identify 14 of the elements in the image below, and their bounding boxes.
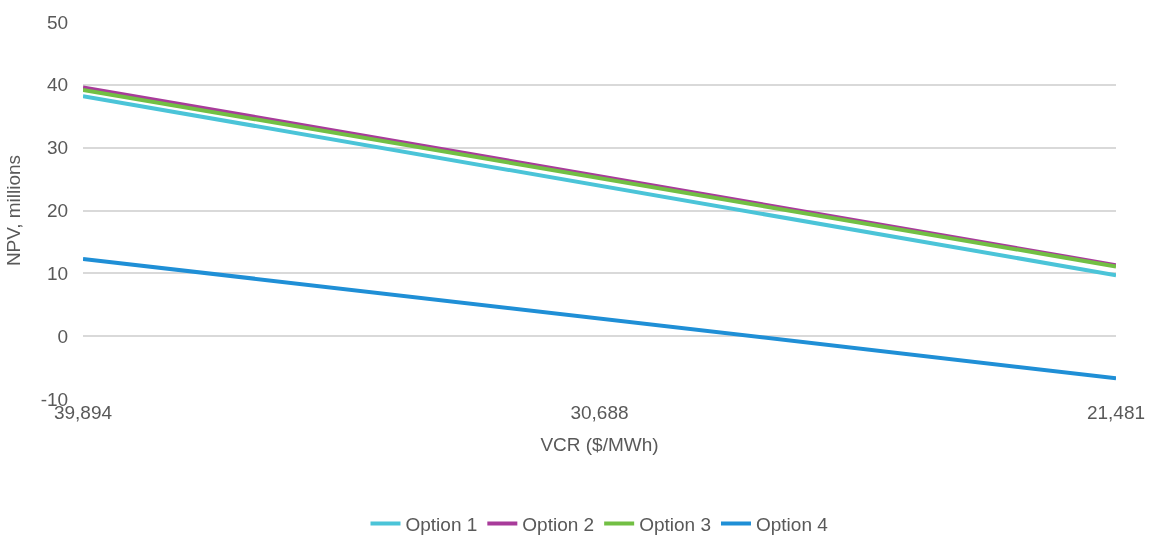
x-tick-label: 21,481 bbox=[1086, 402, 1146, 423]
x-tick-label: 30,688 bbox=[570, 402, 629, 423]
y-tick-label: 0 bbox=[57, 325, 69, 347]
y-axis-title: NPV, millions bbox=[2, 154, 24, 267]
y-tick-label: 30 bbox=[47, 137, 69, 159]
legend-label: Option 4 bbox=[755, 513, 829, 535]
legend-label: Option 3 bbox=[639, 513, 711, 535]
y-tick-label: 40 bbox=[47, 74, 69, 96]
y-tick-label: 20 bbox=[47, 200, 69, 222]
legend-label: Option 1 bbox=[405, 513, 478, 535]
y-tick-label: 50 bbox=[47, 11, 69, 33]
y-tick-label: 10 bbox=[47, 262, 69, 284]
legend-label: Option 2 bbox=[522, 513, 595, 535]
x-axis-title: VCR ($/MWh) bbox=[540, 433, 659, 455]
